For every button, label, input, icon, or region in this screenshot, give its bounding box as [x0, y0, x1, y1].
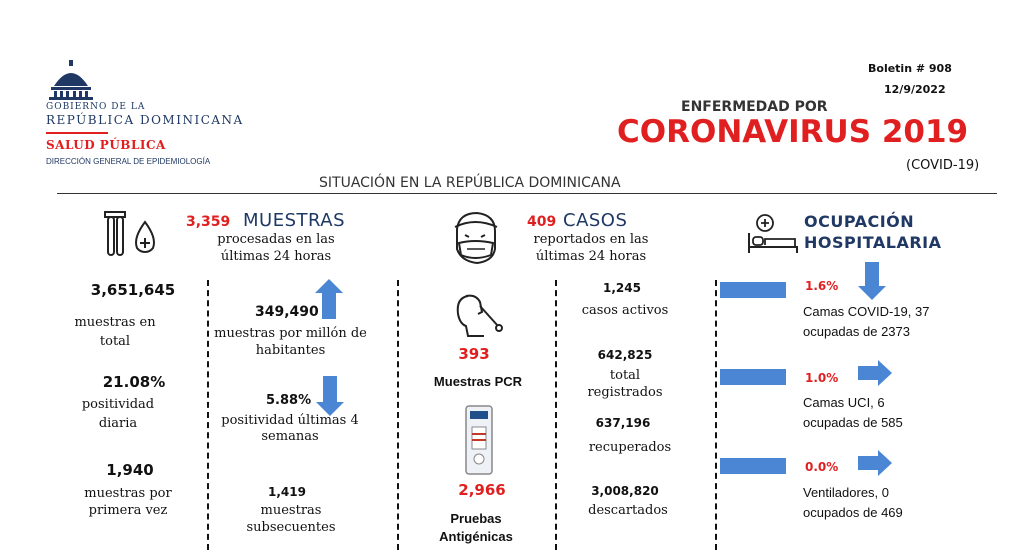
first-time-label: muestras por primera vez: [84, 486, 172, 518]
active-cases-value: 1,245: [603, 281, 641, 295]
title-big: CORONAVIRUS 2019: [617, 114, 969, 150]
masked-face-icon: [454, 211, 498, 265]
daily-positivity-value: 21.08%: [102, 373, 166, 391]
arrow-down-icon: [316, 376, 344, 416]
occupancy-heading-line2: HOSPITALARIA: [804, 233, 942, 252]
pcr-value: 393: [458, 345, 490, 363]
capitol-dome-icon: [49, 60, 93, 100]
arrow-right-icon: [858, 360, 892, 386]
pcr-label: Muestras PCR: [433, 374, 523, 389]
ventilators-pct: 0.0%: [805, 460, 839, 474]
ventilators-bar: [720, 458, 786, 474]
first-time-value: 1,940: [106, 461, 154, 479]
subsequent-value: 1,419: [268, 485, 306, 499]
covid-beds-label: Camas COVID-19, 37 ocupadas de 2373: [803, 304, 930, 339]
occupancy-heading-line1: OCUPACIÓN: [804, 212, 915, 231]
logo: GOBIERNO DE LA REPÚBLICA DOMINICANA SALU…: [46, 60, 296, 170]
divider-1: [207, 280, 209, 550]
casos-caption: reportados en las últimas 24 horas: [533, 232, 649, 264]
directorate: DIRECCIÓN GENERAL DE EPIDEMIOLOGÍA: [46, 157, 211, 166]
subsequent-label: muestras subsecuentes: [246, 503, 336, 535]
muestras-heading: MUESTRAS: [243, 210, 346, 231]
antigen-test-icon: [465, 405, 493, 475]
per-million-value: 349,490: [255, 304, 319, 320]
header-divider: [57, 193, 997, 194]
icu-beds-bar: [720, 369, 786, 385]
four-week-positivity-value: 5.88%: [266, 393, 312, 408]
registered-value: 642,825: [597, 348, 653, 362]
arrow-down-icon: [858, 262, 886, 302]
bulletin-date: 12/9/2022: [884, 83, 946, 96]
antigen-value: 2,966: [458, 481, 506, 499]
ministry: SALUD PÚBLICA: [46, 138, 166, 152]
discarded-label: descartados: [588, 503, 668, 518]
page-subtitle: SITUACIÓN EN LA REPÚBLICA DOMINICANA: [319, 175, 621, 191]
covid-beds-pct: 1.6%: [805, 279, 839, 293]
muestras-caption: procesadas en las últimas 24 horas: [217, 232, 335, 264]
per-million-label: muestras por millón de habitantes: [214, 326, 367, 358]
arrow-right-icon: [858, 450, 892, 476]
ventilators-label: Ventiladores, 0 ocupados de 469: [803, 485, 903, 520]
icu-beds-pct: 1.0%: [805, 371, 839, 385]
recovered-value: 637,196: [595, 416, 651, 430]
antigen-label: Pruebas Antigénicas: [439, 511, 513, 544]
total-samples-label: muestras en total: [74, 315, 156, 349]
registered-label: total registrados: [587, 368, 663, 400]
recovered-label: recuperados: [588, 440, 672, 455]
daily-positivity-label: positividad diaria: [81, 397, 155, 431]
active-cases-label: casos activos: [581, 303, 669, 318]
nasal-swab-icon: [456, 294, 503, 337]
hospital-bed-icon: [748, 214, 798, 253]
muestras-daily-value: 3,359: [186, 214, 231, 230]
casos-heading: CASOS: [563, 210, 628, 231]
logo-divider: [46, 132, 108, 134]
title-paren: (COVID-19): [906, 158, 980, 173]
bulletin-number: Boletin # 908: [868, 62, 952, 75]
arrow-up-icon: [315, 279, 343, 319]
divider-2: [397, 280, 399, 550]
total-samples-value: 3,651,645: [90, 281, 176, 299]
gov-line2: REPÚBLICA DOMINICANA: [46, 113, 244, 127]
four-week-positivity-label: positividad últimas 4 semanas: [221, 413, 359, 444]
divider-4: [715, 280, 717, 550]
covid-beds-bar: [720, 282, 786, 298]
icu-beds-label: Camas UCI, 6 ocupadas de 585: [803, 395, 903, 430]
title-small: ENFERMEDAD POR: [681, 99, 828, 115]
casos-daily-value: 409: [527, 214, 557, 230]
divider-3: [555, 280, 557, 550]
gov-line1: GOBIERNO DE LA: [46, 102, 146, 112]
test-tubes-icon: [104, 211, 155, 256]
discarded-value: 3,008,820: [591, 484, 659, 498]
